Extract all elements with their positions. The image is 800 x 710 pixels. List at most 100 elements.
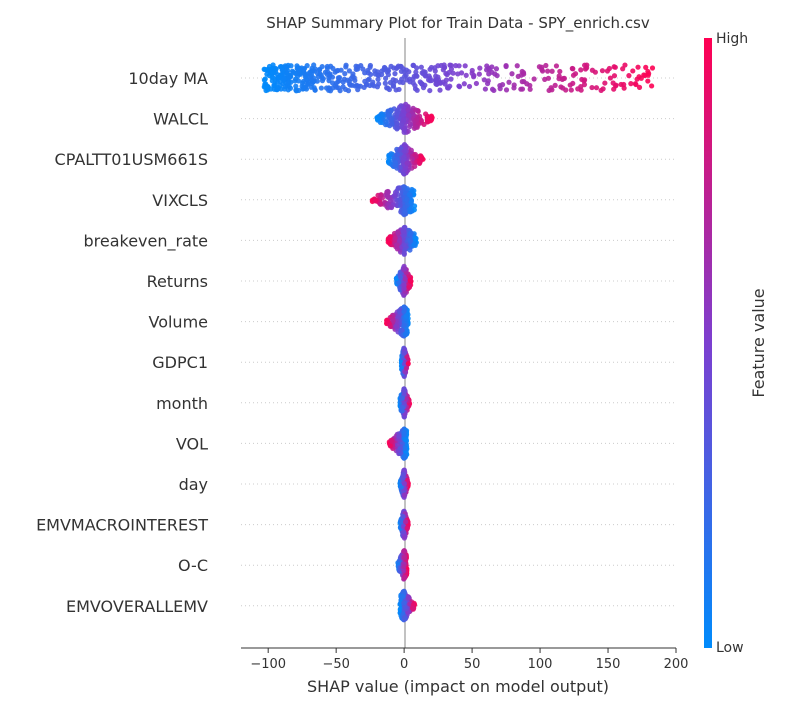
shap-point (511, 82, 517, 88)
shap-point (536, 64, 543, 70)
shap-point (401, 574, 408, 580)
shap-point (401, 148, 407, 154)
shap-point (414, 73, 420, 79)
feature-points-1 (374, 101, 435, 135)
chart-title: SHAP Summary Plot for Train Data - SPY_e… (266, 14, 650, 33)
shap-point (390, 318, 396, 324)
shap-point (383, 119, 389, 125)
shap-point (401, 285, 407, 292)
shap-point (433, 77, 439, 83)
shap-point (549, 68, 555, 74)
shap-point (427, 87, 433, 94)
shap-point (401, 429, 407, 435)
shap-point (506, 79, 512, 85)
shap-point (400, 79, 406, 86)
shap-point (401, 350, 407, 356)
shap-point (402, 369, 408, 375)
shap-point (589, 84, 595, 91)
shap-point (417, 160, 423, 166)
shap-point (401, 304, 407, 311)
shap-point (448, 76, 454, 82)
shap-point (411, 242, 417, 248)
shap-point (621, 85, 627, 91)
shap-point (318, 85, 324, 91)
feature-label: WALCL (153, 110, 208, 129)
shap-point (280, 67, 286, 73)
shap-point (494, 72, 500, 79)
shap-point (404, 525, 410, 531)
shap-point (572, 71, 579, 77)
shap-point (318, 72, 324, 78)
shap-point (469, 70, 475, 76)
shap-point (406, 69, 412, 75)
shap-point (606, 65, 612, 72)
shap-point (389, 121, 395, 127)
shap-point (408, 147, 414, 153)
shap-point (397, 274, 404, 280)
shap-point (368, 71, 374, 78)
shap-point (593, 85, 600, 91)
shap-point (280, 81, 286, 87)
colorbar-low-label: Low (716, 640, 744, 656)
shap-point (613, 82, 619, 88)
shap-point (437, 80, 443, 86)
shap-point (461, 81, 467, 87)
shap-point (491, 87, 497, 94)
shap-point (388, 151, 394, 157)
shap-point (394, 242, 400, 248)
shap-point (401, 564, 407, 570)
shap-point (400, 471, 406, 478)
shap-point (414, 116, 420, 123)
feature-points-3 (369, 184, 418, 218)
shap-point (401, 282, 407, 288)
shap-point (636, 84, 643, 90)
shap-point (283, 64, 290, 70)
shap-point (482, 86, 488, 92)
shap-point (401, 266, 408, 272)
shap-point (394, 64, 401, 71)
shap-point (503, 87, 510, 93)
shap-point (406, 191, 412, 198)
feature-points-12 (395, 548, 410, 582)
shap-point (352, 83, 358, 89)
shap-point (386, 155, 392, 162)
shap-point (503, 63, 509, 70)
shap-point (428, 77, 435, 84)
shap-point (308, 84, 314, 90)
shap-point (421, 121, 427, 127)
feature-label: EMVOVERALLEMV (66, 597, 208, 616)
shap-point (402, 204, 408, 210)
shap-point (401, 250, 407, 256)
shap-point (295, 68, 302, 74)
shap-point (398, 484, 404, 490)
shap-point (485, 78, 491, 84)
shap-point (403, 437, 409, 443)
shap-point (553, 63, 560, 69)
feature-label: VIXCLS (152, 191, 208, 210)
shap-point (397, 202, 403, 209)
x-tick-label: 200 (664, 657, 689, 672)
colorbar (704, 38, 712, 648)
shap-point (414, 87, 420, 93)
shap-point (412, 83, 418, 89)
feature-label: O-C (178, 556, 208, 575)
shap-point (418, 64, 424, 70)
shap-point (335, 78, 341, 85)
shap-point (399, 405, 406, 411)
colorbar-label: Feature value (749, 288, 768, 397)
shap-point (399, 395, 405, 401)
shap-point (311, 75, 317, 81)
shap-point (285, 68, 291, 74)
shap-point (477, 65, 483, 71)
shap-point (405, 360, 411, 367)
shap-point (402, 604, 408, 610)
row-gridlines (241, 77, 676, 607)
shap-point (383, 75, 389, 81)
shap-point (285, 75, 292, 81)
shap-point (519, 86, 526, 92)
shap-point (435, 63, 441, 69)
shap-point (560, 75, 566, 82)
shap-point (628, 81, 634, 87)
shap-point (396, 86, 402, 93)
shap-point (394, 125, 400, 131)
